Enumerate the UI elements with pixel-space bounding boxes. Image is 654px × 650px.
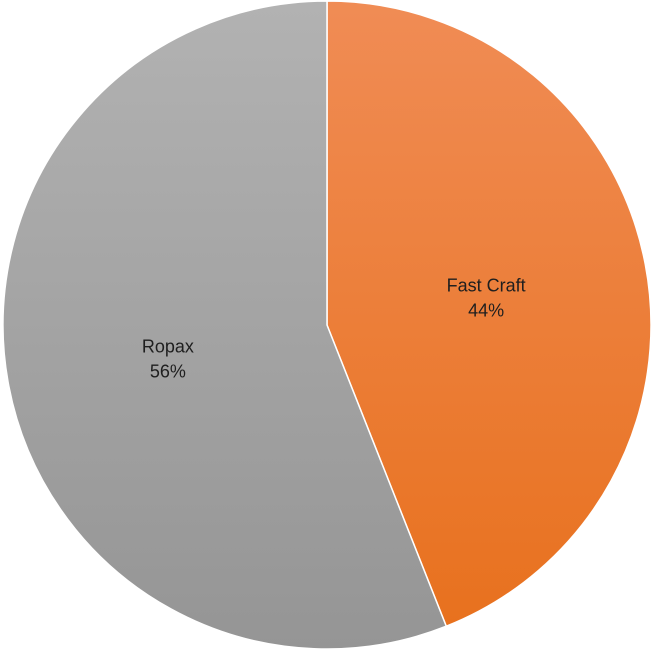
pie-labels: Fast Craft 44% Ropax 56% [142, 276, 526, 382]
pie-slice-ropax [2, 0, 448, 650]
slice-label-ropax: Ropax [142, 336, 194, 356]
slice-percent-ropax: 56% [150, 361, 186, 381]
slice-percent-fast-craft: 44% [468, 301, 504, 321]
pie-slice-fast-craft [326, 0, 652, 628]
slice-label-fast-craft: Fast Craft [447, 276, 526, 296]
